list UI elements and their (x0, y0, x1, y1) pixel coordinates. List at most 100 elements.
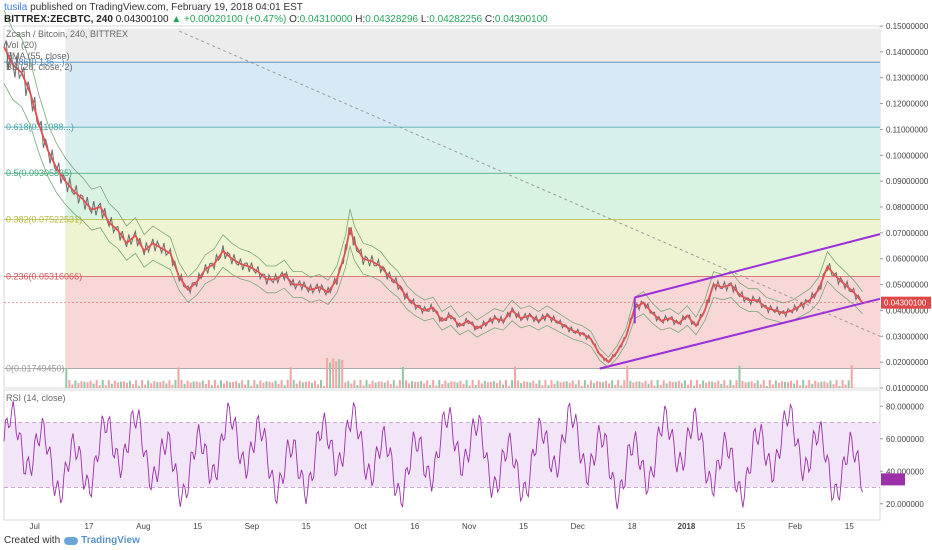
volume-bar (562, 381, 565, 388)
volume-bar (365, 380, 368, 388)
volume-bar (708, 381, 711, 388)
volume-bar (471, 380, 474, 388)
volume-bar (362, 385, 365, 388)
volume-bar (611, 380, 614, 388)
volume-bar (247, 380, 250, 388)
volume-bar (729, 380, 732, 388)
volume-bar (844, 384, 847, 388)
y-tick-label: 0.15000000 (886, 22, 929, 31)
volume-bar (717, 380, 720, 388)
rsi-tick-label: 40.000000 (886, 467, 924, 476)
volume-bar (110, 383, 113, 388)
volume-bar (226, 380, 229, 388)
volume-bar (462, 383, 465, 388)
volume-bar (832, 384, 835, 388)
volume-bar (486, 382, 489, 388)
volume-bar (210, 385, 213, 388)
volume-bar (811, 383, 814, 388)
author-name[interactable]: tusila (4, 2, 28, 13)
volume-bar (586, 384, 589, 388)
volume-bar (301, 382, 304, 388)
volume-bar (541, 385, 544, 388)
volume-bar (259, 380, 262, 388)
volume-bar (183, 384, 186, 388)
channel-lower-line (599, 297, 881, 370)
volume-bar (235, 381, 238, 388)
tradingview-logo[interactable]: TradingView (64, 535, 140, 546)
fib-level-label: 0.786(0.136...) (6, 57, 65, 67)
y-tick-label: 0.05000000 (886, 281, 929, 290)
volume-bar (747, 381, 750, 388)
rsi-tick-label: 60.000000 (886, 435, 924, 444)
volume-bar (280, 380, 283, 388)
volume-bar (156, 381, 159, 388)
published-text: published on TradingView.com, February 1… (30, 2, 303, 13)
volume-bar (665, 383, 668, 388)
volume-bar (77, 383, 80, 388)
volume-bar (219, 380, 222, 388)
volume-bar (320, 380, 323, 388)
volume-bar (104, 385, 107, 388)
open-value: 0.04310000 (299, 14, 353, 25)
volume-bar (465, 380, 468, 388)
volume-bar (165, 383, 168, 388)
legend-title: Zcash / Bitcoin, 240, BITTREX (6, 29, 128, 39)
volume-bar (168, 380, 171, 388)
volume-bar (271, 382, 274, 388)
y-tick-label: 0.10000000 (886, 151, 929, 160)
volume-bar (313, 380, 316, 388)
created-with-text: Created with (4, 535, 61, 546)
volume-bar (783, 381, 786, 388)
volume-bar (407, 383, 410, 388)
volume-bar (95, 380, 98, 388)
volume-bar (132, 384, 135, 388)
volume-bar (656, 380, 659, 388)
volume-bar (592, 383, 595, 388)
volume-bar (295, 383, 298, 388)
volume-bar (623, 380, 626, 388)
volume-bar (404, 380, 407, 388)
volume-bar (438, 380, 441, 388)
volume-bar (777, 383, 780, 388)
volume-bar (441, 384, 444, 388)
price-chart[interactable]: 0.5(0.09305835) 0.382(0.07522531) 0.236(0.… (0, 0, 932, 535)
fib-band (65, 173, 880, 220)
rsi-title: RSI (14, close) (6, 393, 66, 403)
volume-bar (820, 381, 823, 388)
current-price-tag (881, 296, 931, 309)
volume-bar (780, 381, 783, 388)
volume-bar (101, 380, 104, 388)
x-tick-label: Feb (788, 522, 802, 531)
volume-bar (204, 384, 207, 388)
volume-bar (641, 382, 644, 388)
volume-bar (138, 385, 141, 388)
volume-bar (805, 385, 808, 388)
x-tick-label: 15 (302, 522, 311, 531)
volume-bar (153, 381, 156, 388)
volume-bar (544, 380, 547, 388)
volume-bar (83, 381, 86, 388)
volume-bar (565, 381, 568, 388)
legend-vol: Vol (20) (6, 40, 37, 50)
volume-bar (444, 380, 447, 388)
volume-bar (456, 382, 459, 388)
volume-bar (159, 382, 162, 388)
volume-bar (113, 380, 116, 388)
volume-bar (411, 381, 414, 388)
volume-bar (501, 384, 504, 388)
volume-bar (668, 380, 671, 388)
y-tick-label: 0.04000000 (886, 306, 929, 315)
price-change: ▲ +0.00020100 (+0.47%) (171, 14, 287, 25)
volume-bar (232, 381, 235, 388)
volume-bar (201, 380, 204, 388)
volume-bar (577, 380, 580, 388)
volume-bar (180, 380, 183, 388)
volume-bar (686, 384, 689, 388)
volume-bar (317, 384, 320, 388)
volume-bar (814, 380, 817, 388)
volume-bar (759, 384, 762, 388)
volume-bar (726, 385, 729, 388)
fib-level-label: 0.5(0.09305835) (6, 168, 72, 178)
fib-band (65, 28, 880, 63)
symbol-label: BITTREX:ZECBTC, 240 (4, 14, 113, 25)
